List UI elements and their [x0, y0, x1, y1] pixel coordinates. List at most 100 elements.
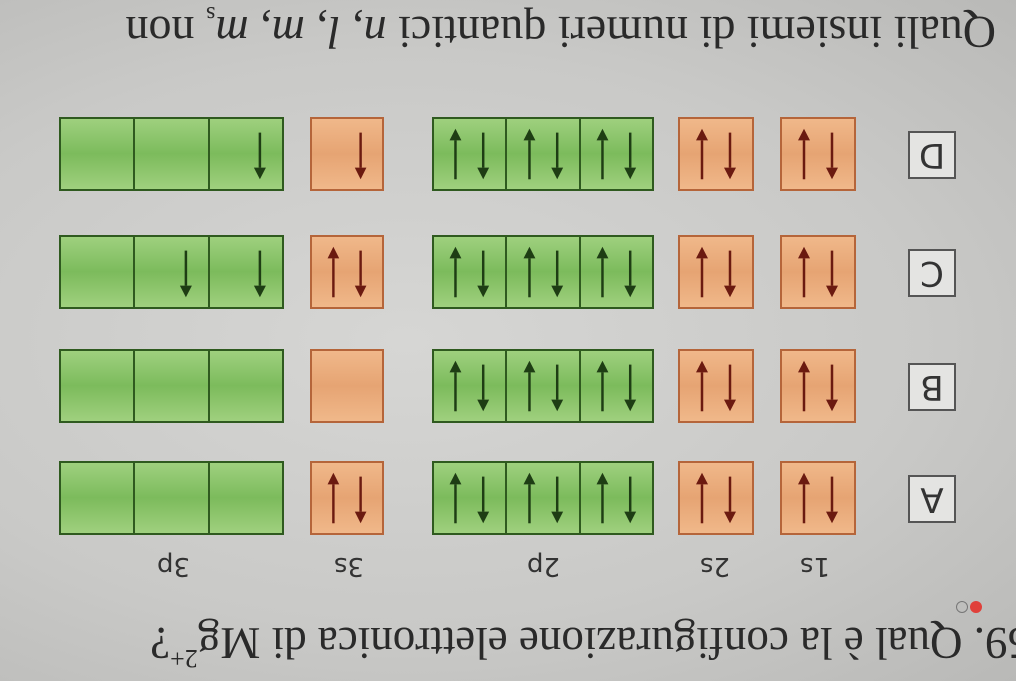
orbital-cell [312, 237, 382, 307]
orbital-cell [782, 351, 854, 421]
spin-down-arrow-icon [696, 246, 708, 298]
spin-up-arrow-icon [624, 364, 637, 412]
spin-up-arrow-icon [826, 250, 838, 298]
orbital-cell [581, 463, 652, 533]
spin-up-arrow-icon [624, 476, 637, 524]
orbital-box-2p [432, 461, 654, 535]
spin-down-arrow-icon [696, 128, 708, 180]
spin-down-arrow-icon [596, 246, 609, 298]
spin-down-arrow-icon [696, 360, 708, 412]
spin-up-arrow-icon [826, 132, 838, 180]
next-question: Quali insiemi di numeri quantici n, l, m… [126, 0, 996, 59]
orbital-cell [61, 351, 136, 421]
spin-down-arrow-icon [449, 128, 462, 180]
orbital-box-3s [310, 349, 384, 423]
spin-down-arrow-icon [798, 246, 810, 298]
orbital-cell [135, 119, 210, 189]
option-letter-box[interactable]: D [908, 131, 956, 179]
spin-down-arrow-icon [596, 360, 609, 412]
spin-up-arrow-icon [477, 132, 490, 180]
spin-up-arrow-icon [826, 364, 838, 412]
spin-up-arrow-icon [624, 132, 637, 180]
spin-down-arrow-icon [523, 128, 536, 180]
symbol-l: l [327, 7, 341, 58]
orbital-cell [434, 351, 508, 421]
spin-up-arrow-icon [550, 364, 563, 412]
separator: , [304, 7, 328, 58]
spin-up-arrow-icon [550, 476, 563, 524]
orbital-box-2s [678, 235, 754, 309]
orbital-cell [312, 119, 382, 189]
orbital-cell [782, 119, 854, 189]
symbol-n: n [363, 7, 387, 58]
orbital-cell [135, 237, 210, 307]
spin-down-arrow-icon [798, 472, 810, 524]
orbital-cell [434, 237, 508, 307]
symbol-m: m [271, 7, 305, 58]
spin-down-arrow-icon [596, 472, 609, 524]
spin-up-arrow-icon [477, 250, 490, 298]
orbital-box-3p [59, 349, 284, 423]
difficulty-indicator [956, 601, 982, 613]
charge-superscript: 2+ [170, 644, 198, 673]
spin-down-arrow-icon [523, 360, 536, 412]
symbol-ms: m [215, 7, 249, 58]
spin-down-arrow-icon [327, 472, 340, 524]
orbital-label-3s: 3s [333, 551, 364, 581]
symbol-ms-subscript: s [206, 0, 216, 27]
spin-up-arrow-icon [826, 476, 838, 524]
orbital-cell [61, 119, 136, 189]
orbital-box-3s [310, 235, 384, 309]
orbital-box-2p [432, 235, 654, 309]
spin-up-arrow-icon [477, 364, 490, 412]
orbital-cell [581, 237, 652, 307]
orbital-cell [434, 463, 508, 533]
spin-down-arrow-icon [798, 128, 810, 180]
orbital-label-2p: 2p [526, 551, 560, 581]
spin-down-arrow-icon [449, 472, 462, 524]
spin-up-arrow-icon [724, 476, 736, 524]
orbital-cell [507, 351, 581, 421]
orbital-cell [210, 237, 282, 307]
orbital-label-1s: 1s [799, 551, 830, 581]
orbital-cell [680, 463, 752, 533]
orbital-cell [581, 351, 652, 421]
spin-up-arrow-icon [354, 476, 367, 524]
spin-down-arrow-icon [596, 128, 609, 180]
spin-down-arrow-icon [327, 246, 340, 298]
option-letter-box[interactable]: C [908, 249, 956, 297]
orbital-box-2p [432, 349, 654, 423]
orbital-cell [210, 119, 282, 189]
spin-up-arrow-icon [724, 250, 736, 298]
question-text: Qual è la configurazione elettronica di … [197, 618, 963, 668]
option-letter-box[interactable]: B [908, 363, 956, 411]
spin-up-arrow-icon [179, 250, 192, 298]
spin-down-arrow-icon [696, 472, 708, 524]
orbital-cell [680, 237, 752, 307]
spin-down-arrow-icon [523, 472, 536, 524]
spin-down-arrow-icon [449, 360, 462, 412]
spin-up-arrow-icon [253, 250, 266, 298]
option-letter-box[interactable]: A [908, 475, 956, 523]
question-mark: ? [150, 618, 171, 668]
spin-up-arrow-icon [724, 132, 736, 180]
spin-down-arrow-icon [523, 246, 536, 298]
orbital-cell [507, 237, 581, 307]
spin-down-arrow-icon [798, 360, 810, 412]
orbital-cell [210, 463, 282, 533]
spin-up-arrow-icon [354, 250, 367, 298]
orbital-cell [680, 351, 752, 421]
orbital-cell [135, 463, 210, 533]
orbital-cell [434, 119, 508, 189]
orbital-label-2s: 2s [699, 551, 730, 581]
orbital-box-2s [678, 461, 754, 535]
orbital-cell [210, 351, 282, 421]
orbital-cell [782, 463, 854, 533]
next-question-text-end: non [125, 7, 207, 58]
orbital-cell [507, 119, 581, 189]
difficulty-dot-filled-icon [970, 601, 982, 613]
orbital-box-3s [310, 461, 384, 535]
spin-down-arrow-icon [449, 246, 462, 298]
orbital-cell [782, 237, 854, 307]
